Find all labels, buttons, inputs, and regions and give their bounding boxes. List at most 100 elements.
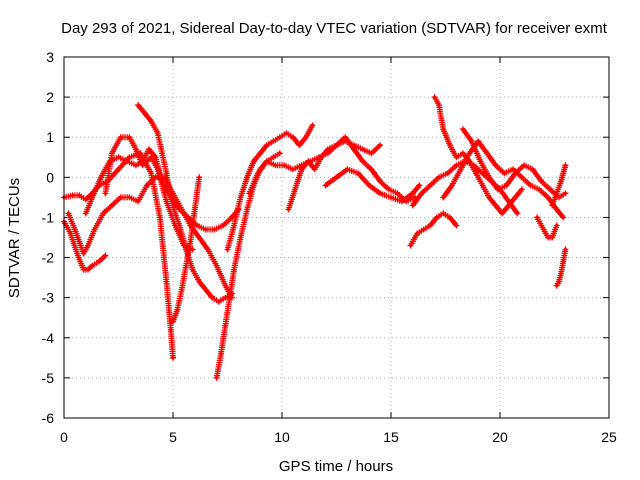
x-tick-label: 0 <box>60 429 68 445</box>
data-point <box>127 195 131 199</box>
data-point <box>119 135 123 139</box>
data-point <box>548 187 552 191</box>
data-point <box>555 284 559 288</box>
data-point <box>313 167 317 171</box>
data-point <box>304 135 308 139</box>
data-point <box>278 151 282 155</box>
data-point <box>66 211 70 216</box>
data-point <box>361 159 365 163</box>
data-point <box>271 139 275 143</box>
data-point <box>136 199 140 203</box>
data-point <box>291 135 295 139</box>
series-markers <box>553 246 569 289</box>
data-point <box>186 215 190 220</box>
data-point <box>147 147 151 151</box>
y-tick-label: -5 <box>42 370 55 386</box>
data-point <box>247 191 251 195</box>
data-point <box>284 131 288 135</box>
y-tick-label: -2 <box>42 250 55 266</box>
data-point <box>435 215 439 220</box>
series-line <box>215 152 281 379</box>
data-point <box>487 175 491 179</box>
data-point <box>546 195 550 199</box>
data-point <box>485 151 489 155</box>
y-tick-label: 2 <box>46 89 54 105</box>
data-point <box>334 143 339 147</box>
data-point <box>550 235 554 240</box>
data-point <box>334 175 339 179</box>
data-point <box>480 183 485 187</box>
data-point <box>238 195 243 199</box>
data-point <box>164 280 169 284</box>
data-point <box>528 183 533 187</box>
data-point <box>221 223 225 228</box>
data-point <box>343 135 347 139</box>
data-point <box>513 195 517 199</box>
data-point <box>173 223 177 228</box>
data-point <box>136 103 140 107</box>
data-point <box>286 207 291 212</box>
data-point <box>502 171 506 175</box>
data-point <box>204 227 208 232</box>
y-tick-label: -1 <box>42 209 55 225</box>
data-point <box>160 151 164 155</box>
data-point <box>73 227 77 232</box>
data-point <box>225 247 230 252</box>
data-point <box>197 280 201 284</box>
data-point <box>356 171 360 175</box>
data-point <box>90 195 94 199</box>
data-point <box>369 151 373 155</box>
data-point <box>197 235 201 240</box>
series-markers <box>407 210 460 249</box>
data-point <box>369 167 373 171</box>
data-point <box>252 159 256 163</box>
data-point <box>110 151 114 155</box>
y-tick-label: 1 <box>46 129 54 145</box>
data-point <box>195 223 199 228</box>
data-point <box>116 155 121 159</box>
y-tick-label: -3 <box>42 290 55 306</box>
data-point <box>149 155 153 159</box>
data-point <box>467 151 472 155</box>
data-point <box>454 163 458 167</box>
data-point <box>171 356 175 360</box>
data-point <box>361 147 365 151</box>
data-point <box>164 171 169 175</box>
data-point <box>428 183 432 187</box>
data-point <box>164 199 169 203</box>
data-point <box>177 223 182 228</box>
data-point <box>306 159 310 163</box>
x-axis-label: GPS time / hours <box>279 458 393 475</box>
data-point <box>310 123 315 127</box>
data-point <box>188 239 193 244</box>
data-point <box>75 251 79 256</box>
data-point <box>411 203 415 208</box>
data-point <box>232 223 236 228</box>
data-point <box>215 376 219 380</box>
series-arc-9 <box>224 122 316 253</box>
data-point <box>156 167 160 171</box>
data-point <box>125 159 129 163</box>
data-point <box>437 175 441 179</box>
data-point <box>171 320 175 324</box>
y-tick-label: -4 <box>42 330 55 346</box>
data-point <box>278 135 282 139</box>
data-point <box>504 183 509 187</box>
data-point <box>563 163 568 167</box>
data-point <box>467 159 472 163</box>
y-axis-label: SDTVAR / TECUs <box>6 178 23 298</box>
data-point <box>559 179 563 183</box>
data-point <box>461 127 465 131</box>
data-point <box>156 131 160 135</box>
data-point <box>419 191 424 195</box>
data-point <box>228 296 232 300</box>
data-point <box>324 183 328 187</box>
data-point <box>415 231 419 236</box>
data-point <box>193 207 197 212</box>
data-point <box>478 159 482 163</box>
data-point <box>82 251 86 256</box>
data-point <box>400 199 404 203</box>
data-point <box>550 203 554 208</box>
series-markers <box>549 162 569 209</box>
